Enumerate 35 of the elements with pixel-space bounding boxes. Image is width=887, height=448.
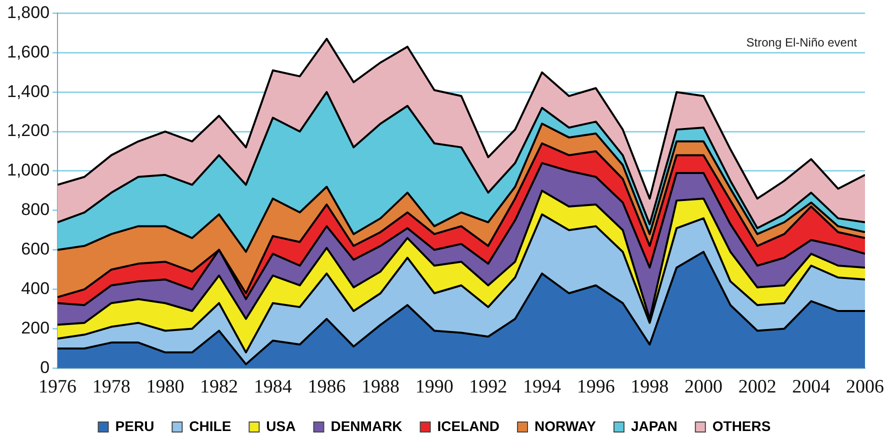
legend-label: JAPAN — [630, 418, 678, 434]
y-tick-label: 400 — [21, 279, 50, 298]
y-tick-label: 600 — [21, 240, 50, 259]
x-tick-label: 1996 — [576, 376, 615, 398]
x-tick-label: 2006 — [846, 376, 884, 398]
y-tick-label: 1,600 — [6, 42, 50, 62]
y-tick-label: 200 — [21, 318, 50, 338]
x-tick-label: 1990 — [415, 376, 454, 398]
x-tick-label: 1976 — [38, 376, 77, 398]
x-tick-label: 1986 — [308, 376, 346, 398]
y-tick-label: 800 — [21, 200, 50, 220]
legend-label: CHILE — [189, 418, 232, 434]
x-tick-label: 1988 — [362, 376, 400, 398]
x-tick-label: 2002 — [738, 376, 776, 398]
y-tick-label: 0 — [40, 358, 50, 377]
x-tick-label: 1984 — [254, 376, 292, 398]
x-tick-label: 1994 — [523, 376, 562, 398]
y-tick-label: 1,400 — [6, 82, 50, 101]
x-tick-label: 1978 — [92, 376, 130, 398]
legend-label: PERU — [115, 418, 154, 434]
legend-label: USA — [266, 418, 296, 434]
x-tick-label: 2004 — [792, 376, 831, 398]
legend-label: NORWAY — [534, 418, 597, 434]
x-tick-label: 1998 — [630, 376, 669, 398]
x-tick-label: 2000 — [684, 376, 723, 398]
legend-label: DENMARK — [330, 418, 402, 434]
x-tick-label: 1992 — [469, 376, 508, 398]
legend-label: OTHERS — [712, 418, 771, 434]
y-tick-label: 1,800 — [6, 2, 50, 22]
y-tick-label: 1,000 — [6, 160, 50, 180]
x-tick-label: 1982 — [200, 376, 238, 398]
annotation: Strong El-Niño event — [746, 36, 858, 50]
legend-label: ICELAND — [437, 418, 500, 434]
y-tick-label: 1,200 — [6, 121, 50, 140]
x-tick-label: 1980 — [146, 376, 184, 398]
